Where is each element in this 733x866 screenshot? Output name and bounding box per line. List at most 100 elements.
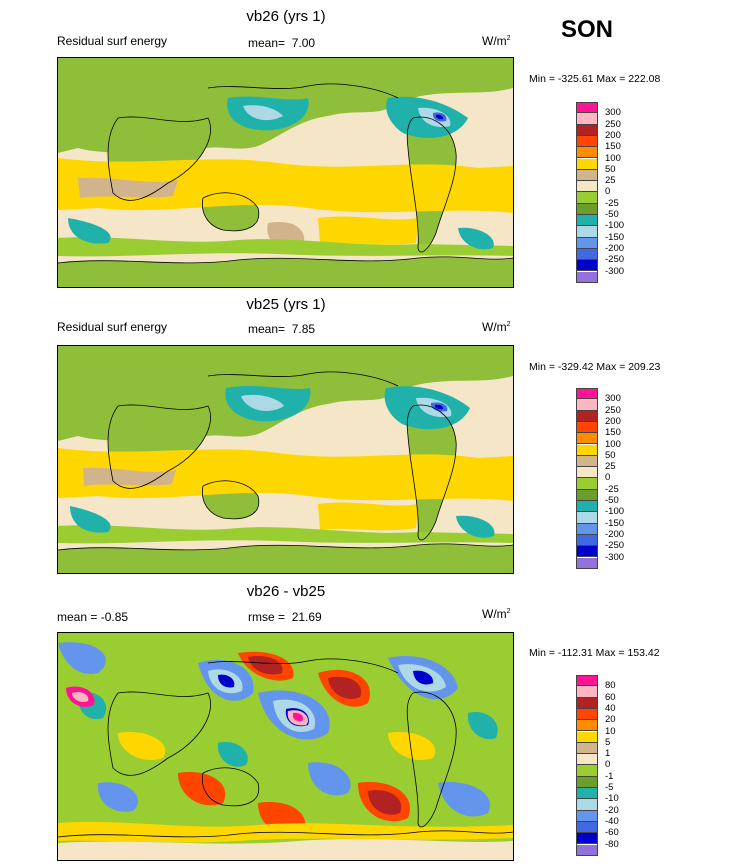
panel1-mean-label: mean=: [248, 36, 286, 50]
panel3-rmse-value: 21.69: [291, 610, 322, 624]
panel2-colorbar: 300 250 200 150 100 50 25 0 -25 -50 -100 -150 -200 -2…: [576, 388, 666, 572]
panel1-mean: mean= 7.00: [248, 36, 315, 50]
panel1-colorbar-label: -250: [605, 254, 625, 266]
panel1-colorbar-swatch: [576, 248, 598, 261]
panel1-colorbar-swatch: [576, 158, 598, 170]
panel2-colorbar-swatch: [576, 467, 598, 479]
panel2-colorbar-outline: [576, 388, 598, 569]
panel3-colorbar-label: -80: [605, 838, 619, 850]
panel3-rmse-label: rmse =: [248, 610, 286, 624]
panel1-colorbar-label: -100: [605, 220, 625, 232]
panel3-colorbar-label: 0: [605, 759, 611, 771]
panel2-colorbar-swatch: [576, 455, 598, 468]
panel1-colorbar-swatch: [576, 124, 598, 136]
panel2-colorbar-label: -50: [605, 495, 619, 506]
panel2-colorbar-label: 200: [605, 415, 621, 427]
panel2-mean: mean= 7.85: [248, 322, 315, 336]
panel3-colorbar-label: -60: [605, 827, 619, 839]
panel2-colorbar-swatch: [576, 421, 598, 434]
panel3-colorbar-swatch: [576, 799, 598, 811]
panel3-colorbar-label: 10: [605, 725, 616, 737]
panel1-colorbar-label: 300: [605, 107, 621, 119]
panel2-mean-value: 7.85: [291, 322, 316, 336]
panel2-colorbar-swatch: [576, 523, 598, 535]
panel2-colorbar-label: -250: [605, 540, 625, 552]
panel2-colorbar-swatch: [576, 410, 598, 422]
panel2-map: [57, 345, 514, 574]
panel3-colorbar: 80 60 40 20 10 5 1 0 -1 -5 -10 -20 -40 -60 -80: [576, 675, 666, 859]
panel3-colorbar-swatch: [576, 821, 598, 834]
panel3-colorbar-label: 60: [605, 691, 616, 703]
panel1-colorbar-label: 150: [605, 141, 621, 153]
panel1-colorbar-label: -25: [605, 197, 619, 209]
panel1-colorbar-outline: [576, 102, 598, 283]
panel2-colorbar-swatch: [576, 478, 598, 490]
panel2-colorbar-label: 150: [605, 427, 621, 439]
panel2-units: W/m2: [482, 320, 511, 334]
panel1-colorbar-label: 0: [605, 186, 611, 198]
panel3-colorbar-label: 20: [605, 714, 616, 726]
panel2-colorbar-label: 100: [605, 438, 621, 450]
panel2-title: vb25 (yrs 1): [246, 296, 326, 313]
panel1-units: W/m2: [482, 34, 511, 48]
panel3-colorbar-swatch: [576, 765, 598, 777]
panel2-colorbar-swatch: [576, 534, 598, 547]
panel1-colorbar-swatch: [576, 181, 598, 193]
panel2-colorbar-label: -25: [605, 483, 619, 495]
panel3-colorbar-label: -5: [605, 782, 614, 793]
panel3-colorbar-label: 40: [605, 702, 616, 714]
panel1-colorbar-label: 25: [605, 175, 616, 187]
panel2-colorbar-label: -150: [605, 517, 625, 529]
panel2-colorbar-swatch: [576, 388, 598, 400]
panel2-colorbar-swatch: [576, 444, 598, 456]
panel3-colorbar-label: -1: [605, 770, 614, 782]
panel3-colorbar-swatch: [576, 810, 598, 822]
panel3-colorbar-label: -10: [605, 793, 619, 805]
panel2-colorbar-swatch: [576, 546, 598, 558]
panel3-colorbar-swatch: [576, 708, 598, 721]
panel1-colorbar-label: 50: [605, 163, 616, 175]
panel1-colorbar-swatch: [576, 135, 598, 148]
panel1-colorbar-swatch: [576, 102, 598, 114]
panel3-rmse: rmse = 21.69: [248, 610, 322, 624]
panel1-colorbar-label: -50: [605, 209, 619, 220]
panel1-colorbar-swatch: [576, 113, 598, 125]
panel3-colorbar-label: -40: [605, 815, 619, 827]
panel1-colorbar-label: 100: [605, 152, 621, 164]
panel1-colorbar-label: -200: [605, 242, 625, 254]
panel2-colorbar-label: -200: [605, 528, 625, 540]
panel3-colorbar-outline: [576, 675, 598, 856]
panel2-colorbar-label: 0: [605, 472, 611, 484]
panel1-colorbar: 300 250 200 150 100 50 25 0 -25 -50 -100 -150 -200 -2…: [576, 102, 666, 286]
panel1-colorbar-label: -300: [605, 265, 625, 277]
panel2-colorbar-label: 25: [605, 461, 616, 473]
panel2-colorbar-swatch: [576, 399, 598, 411]
panel3-colorbar-swatch: [576, 675, 598, 687]
panel3-units: W/m2: [482, 607, 511, 621]
panel2-colorbar-swatch: [576, 512, 598, 524]
panel3-colorbar-label: 5: [605, 736, 611, 748]
panel2-colorbar-swatch: [576, 489, 598, 501]
panel2-colorbar-swatch: [576, 433, 598, 445]
panel3-colorbar-swatch: [576, 731, 598, 743]
panel3-minmax: Min = -112.31 Max = 153.42: [529, 647, 660, 659]
panel3-colorbar-swatch: [576, 686, 598, 698]
panel1-title: vb26 (yrs 1): [246, 8, 326, 25]
panel3-colorbar-swatch: [576, 754, 598, 766]
panel3-colorbar-swatch: [576, 742, 598, 755]
panel1-colorbar-swatch: [576, 203, 598, 215]
panel3-map: [57, 632, 514, 861]
panel2-colorbar-label: -100: [605, 506, 625, 518]
panel1-colorbar-label: -150: [605, 231, 625, 243]
panel1-mean-value: 7.00: [291, 36, 316, 50]
panel2-left-label: Residual surf energy: [57, 320, 168, 334]
panel3-colorbar-swatch: [576, 776, 598, 788]
panel3-colorbar-swatch: [576, 720, 598, 732]
panel3-colorbar-label: -20: [605, 804, 619, 816]
panel3-left-label: mean = -0.85: [57, 610, 129, 624]
panel1-colorbar-swatch: [576, 169, 598, 182]
panel2-mean-label: mean=: [248, 322, 286, 336]
panel1-map: [57, 57, 514, 288]
panel2-colorbar-label: 250: [605, 404, 621, 416]
panel1-colorbar-swatch: [576, 237, 598, 249]
